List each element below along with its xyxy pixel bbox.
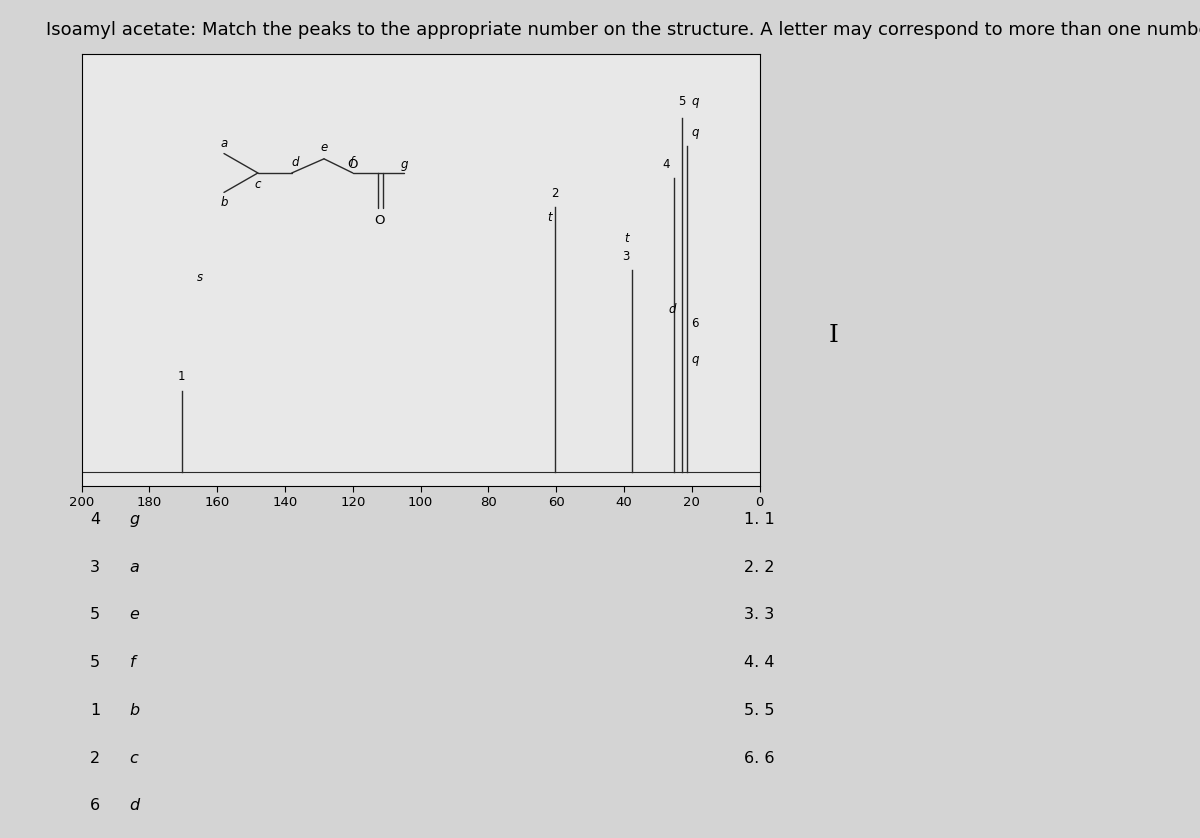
Text: 1: 1 xyxy=(178,370,185,384)
Text: 3: 3 xyxy=(622,251,629,263)
Text: t: t xyxy=(547,211,552,225)
Text: a: a xyxy=(130,560,139,575)
Text: s: s xyxy=(197,272,203,284)
Text: 6. 6: 6. 6 xyxy=(744,751,774,766)
Text: 6: 6 xyxy=(691,318,698,330)
Text: e: e xyxy=(130,608,139,623)
Text: 1: 1 xyxy=(90,703,101,718)
Text: a: a xyxy=(221,137,228,150)
Text: 5: 5 xyxy=(90,608,100,623)
Text: c: c xyxy=(130,751,138,766)
Text: 2: 2 xyxy=(551,187,558,199)
Text: e: e xyxy=(320,141,328,153)
Text: 5: 5 xyxy=(90,655,100,670)
Text: 2: 2 xyxy=(90,751,100,766)
Text: b: b xyxy=(130,703,139,718)
Text: 4. 4: 4. 4 xyxy=(744,655,774,670)
Text: 2. 2: 2. 2 xyxy=(744,560,774,575)
Text: 5. 5: 5. 5 xyxy=(744,703,774,718)
Text: q: q xyxy=(691,95,698,107)
Text: d: d xyxy=(130,799,139,814)
Text: 3: 3 xyxy=(90,560,100,575)
Text: g: g xyxy=(401,158,408,171)
Text: t: t xyxy=(624,232,629,246)
Text: 3. 3: 3. 3 xyxy=(744,608,774,623)
Text: q: q xyxy=(691,353,698,365)
Text: d: d xyxy=(292,157,299,169)
Text: 4: 4 xyxy=(90,512,100,527)
Text: O: O xyxy=(374,214,385,226)
Text: b: b xyxy=(221,196,228,209)
Text: f: f xyxy=(130,655,136,670)
Text: c: c xyxy=(254,178,262,191)
Text: Isoamyl acetate: Match the peaks to the appropriate number on the structure. A l: Isoamyl acetate: Match the peaks to the … xyxy=(46,21,1200,39)
Text: 6: 6 xyxy=(90,799,100,814)
Text: d: d xyxy=(668,303,676,316)
Text: O: O xyxy=(348,158,358,171)
Text: q: q xyxy=(691,127,698,139)
Text: I: I xyxy=(829,323,839,347)
Text: 1. 1: 1. 1 xyxy=(744,512,775,527)
Text: 5: 5 xyxy=(678,95,685,107)
Text: f: f xyxy=(349,157,354,169)
Text: g: g xyxy=(130,512,139,527)
Text: 4: 4 xyxy=(662,158,670,171)
